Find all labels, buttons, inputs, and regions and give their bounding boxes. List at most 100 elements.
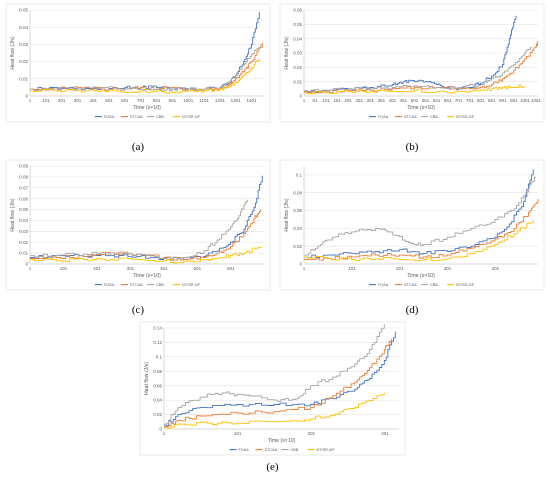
y-tick-label: 0 [299, 262, 302, 267]
y-tick-label: 0.06 [19, 196, 28, 201]
x-tick-label: 201 [93, 266, 101, 271]
x-tick-label: 801 [477, 98, 485, 103]
y-tick-label: 0.05 [19, 8, 28, 13]
legend-label-4: NT/SR-0/F [456, 283, 475, 287]
x-tick-label: 651 [444, 98, 452, 103]
y-tick-label: 0.04 [293, 36, 302, 41]
series-line-3 [304, 176, 537, 256]
x-tick-label: 801 [153, 98, 161, 103]
legend-label-1: FOAA [239, 448, 250, 452]
x-tick-label: 1 [303, 98, 306, 103]
x-axis-title: Time (s×10) [133, 273, 161, 279]
chart-panel-e: 0 0.02 0.04 0.06 0.08 0.1 0.12 0.14 1 101 201 301 Ti… [139, 321, 406, 456]
y-axis-title: Heat flow (J/s) [10, 198, 16, 231]
y-tick-label: 0.08 [19, 174, 28, 179]
legend-label-3: CBB [156, 283, 164, 287]
series-line-4 [164, 392, 385, 429]
legend-label-2: STCAA [130, 115, 143, 119]
y-tick-label: 0.02 [19, 59, 28, 64]
y-tick-label: 0.1 [156, 354, 163, 359]
panel-label-d: (d) [405, 304, 419, 316]
chart-svg-d: 0 0.02 0.04 0.06 0.08 0.1 1 101 201 301 401 Time (s… [279, 159, 545, 291]
x-tick-label: 501 [411, 98, 419, 103]
chart-panel-b: 0 0.01 0.02 0.03 0.04 0.05 0.06 1 51 101 151 201 251… [279, 3, 545, 123]
x-tick-label: 401 [90, 98, 98, 103]
x-tick-label: 1001 [520, 98, 531, 103]
series-line-3 [30, 199, 248, 261]
legend-label-1: FOAA [378, 283, 389, 287]
y-axis-title: Heat flow (J/s) [144, 362, 150, 395]
x-tick-label: 601 [227, 266, 235, 271]
legend-label-3: CBB [430, 283, 438, 287]
x-tick-label: 851 [488, 98, 496, 103]
y-tick-label: 0 [159, 427, 162, 432]
x-tick-label: 1 [163, 431, 166, 436]
y-tick-label: 0.06 [293, 8, 302, 13]
x-tick-label: 701 [137, 98, 145, 103]
legend-label-1: FOAA [378, 115, 389, 119]
x-tick-label: 51 [313, 98, 319, 103]
series-line-4 [30, 58, 260, 94]
series-line-2 [30, 209, 262, 261]
legend-label-2: STCAA [404, 283, 417, 287]
x-axis-title: Time (s×10) [268, 438, 296, 444]
y-tick-label: 0.01 [293, 79, 302, 84]
x-tick-label: 101 [322, 98, 330, 103]
x-tick-label: 451 [400, 98, 408, 103]
y-tick-label: 0.05 [19, 207, 28, 212]
x-tick-label: 401 [160, 266, 168, 271]
y-tick-label: 0.01 [19, 251, 28, 256]
x-tick-label: 101 [348, 266, 356, 271]
legend-label-3: CBB [430, 115, 438, 119]
y-axis-title: Heat flow (J/s) [284, 198, 290, 231]
y-tick-label: 0.06 [293, 208, 302, 213]
series-line-3 [164, 324, 385, 426]
y-tick-label: 0.04 [19, 218, 28, 223]
x-tick-label: 1 [29, 98, 32, 103]
panel-label-c: (c) [131, 304, 145, 316]
y-tick-label: 0.12 [153, 340, 162, 345]
y-tick-label: 0.04 [293, 226, 302, 231]
x-axis-title: Time (s×10) [407, 105, 435, 111]
series-line-2 [304, 199, 539, 261]
chart-panel-d: 0 0.02 0.04 0.06 0.08 0.1 1 101 201 301 401 Time (s… [279, 159, 545, 291]
y-axis-title: Heat flow (J/s) [284, 36, 290, 69]
x-tick-label: 601 [121, 98, 129, 103]
x-tick-label: 701 [455, 98, 463, 103]
legend-label-4: NT/SR-0/F [182, 283, 201, 287]
x-tick-label: 351 [378, 98, 386, 103]
legend-label-2: STCAA [404, 115, 417, 119]
panel-label-e: (e) [266, 461, 279, 473]
x-tick-label: 1201 [215, 98, 226, 103]
x-tick-label: 1051 [531, 98, 542, 103]
x-tick-label: 301 [127, 266, 135, 271]
y-tick-label: 0.04 [153, 398, 162, 403]
y-axis-title: Heat flow (J/s) [10, 36, 16, 69]
y-tick-label: 0.09 [19, 164, 28, 169]
x-axis-title: Time (s×10) [133, 105, 161, 111]
x-tick-label: 901 [169, 98, 177, 103]
y-tick-label: 0.14 [153, 326, 162, 331]
y-tick-label: 0.06 [153, 383, 162, 388]
legend-label-1: FOAA [104, 115, 115, 119]
x-tick-label: 1 [303, 266, 306, 271]
y-tick-label: 0.08 [153, 369, 162, 374]
chart-frame-b [279, 3, 545, 123]
panel-label-b: (b) [405, 141, 419, 153]
series-line-4 [304, 219, 534, 262]
y-tick-label: 0.08 [293, 190, 302, 195]
chart-frame-a [5, 3, 271, 123]
series-line-1 [304, 15, 517, 93]
x-tick-label: 1001 [183, 98, 194, 103]
y-tick-label: 0.03 [19, 42, 28, 47]
panel-label-a: (a) [131, 141, 145, 153]
x-tick-label: 601 [433, 98, 441, 103]
chart-svg-a: 00.010.020.030.040.051 101 201 301 401 501 601… [5, 3, 271, 123]
x-tick-label: 201 [344, 98, 352, 103]
y-tick-label: 0.02 [153, 412, 162, 417]
x-tick-label: 101 [42, 98, 50, 103]
series-line-1 [164, 331, 396, 427]
series-line-4 [304, 84, 526, 95]
x-tick-label: 201 [396, 266, 404, 271]
chart-panel-a: 0 0.01 0.02 0.03 0.04 0.05 1 101 201 301 401 501 601… [5, 3, 271, 123]
